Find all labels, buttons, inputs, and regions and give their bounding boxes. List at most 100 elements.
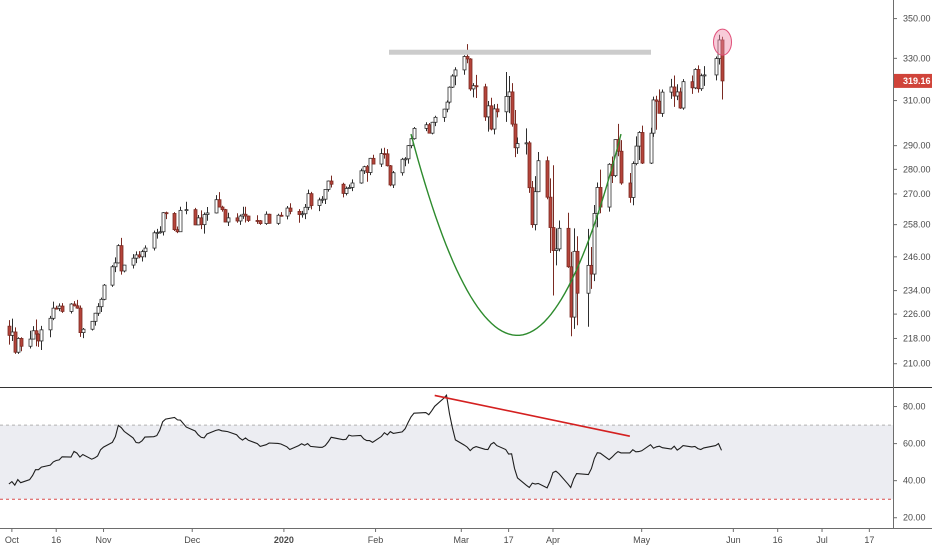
candle[interactable]	[533, 176, 538, 231]
candle[interactable]	[442, 108, 447, 122]
rsi-line[interactable]	[8, 393, 723, 489]
candle[interactable]	[110, 265, 115, 287]
candle[interactable]	[672, 75, 677, 107]
candle[interactable]	[161, 212, 166, 236]
candle[interactable]	[504, 71, 509, 122]
time-axis[interactable]: Oct 16 Nov Dec 2020 Feb Mar 17 Apr May Jun 16 Jul 17	[5, 528, 874, 545]
candle[interactable]	[7, 320, 12, 345]
candle[interactable]	[566, 212, 571, 268]
candle[interactable]	[640, 125, 645, 165]
candle[interactable]	[649, 127, 654, 165]
candle[interactable]	[714, 56, 719, 81]
candle[interactable]	[447, 86, 452, 104]
candle[interactable]	[720, 36, 725, 100]
candle[interactable]	[122, 264, 127, 273]
candle[interactable]	[226, 212, 231, 226]
candle[interactable]	[158, 226, 163, 234]
candle[interactable]	[551, 165, 556, 296]
candle[interactable]	[72, 301, 77, 307]
candle[interactable]	[164, 211, 169, 220]
candle[interactable]	[515, 137, 520, 154]
candle[interactable]	[96, 303, 101, 316]
candle[interactable]	[548, 178, 553, 253]
candle[interactable]	[513, 110, 518, 158]
candle[interactable]	[31, 326, 36, 340]
candle[interactable]	[323, 189, 328, 205]
candle[interactable]	[288, 203, 293, 215]
candle[interactable]	[681, 79, 686, 110]
candle[interactable]	[483, 83, 488, 121]
candle[interactable]	[631, 161, 636, 206]
candle[interactable]	[143, 245, 148, 258]
candle[interactable]	[344, 186, 349, 196]
candle[interactable]	[279, 212, 284, 217]
candle[interactable]	[300, 210, 305, 218]
candle[interactable]	[385, 149, 390, 167]
candle[interactable]	[607, 163, 612, 212]
candle[interactable]	[492, 104, 497, 135]
rsi-panel[interactable]	[8, 393, 723, 489]
candle[interactable]	[90, 320, 95, 331]
candle[interactable]	[303, 204, 308, 220]
candle[interactable]	[634, 136, 639, 166]
candle[interactable]	[223, 208, 228, 223]
candle[interactable]	[99, 297, 104, 313]
candle[interactable]	[220, 205, 225, 212]
candle[interactable]	[297, 209, 302, 223]
candle[interactable]	[445, 100, 450, 113]
candle[interactable]	[119, 237, 124, 275]
candle[interactable]	[140, 249, 145, 262]
candle[interactable]	[530, 181, 535, 228]
candle[interactable]	[554, 228, 559, 266]
candle[interactable]	[462, 55, 467, 75]
candle[interactable]	[388, 165, 393, 187]
candle[interactable]	[654, 95, 659, 130]
candle[interactable]	[586, 228, 591, 327]
candle[interactable]	[660, 89, 665, 117]
candle[interactable]	[379, 148, 384, 167]
candle[interactable]	[619, 140, 624, 185]
price-panel[interactable]	[7, 34, 725, 354]
candle[interactable]	[471, 83, 476, 98]
candle[interactable]	[60, 303, 65, 313]
candle[interactable]	[19, 337, 24, 352]
candle[interactable]	[510, 83, 515, 127]
candle[interactable]	[246, 215, 251, 223]
candle[interactable]	[309, 191, 314, 210]
candle[interactable]	[400, 157, 405, 176]
rsi-axis[interactable]: 80.00 60.00 40.00 20.00	[893, 402, 926, 523]
candle[interactable]	[347, 184, 352, 189]
candle[interactable]	[693, 68, 698, 90]
candle[interactable]	[403, 157, 408, 167]
candle[interactable]	[359, 168, 364, 184]
candle[interactable]	[202, 212, 207, 234]
candle[interactable]	[433, 115, 438, 127]
candle[interactable]	[276, 213, 281, 225]
candle[interactable]	[474, 74, 479, 98]
candle[interactable]	[285, 206, 290, 220]
candle[interactable]	[116, 244, 121, 264]
candle[interactable]	[329, 175, 334, 188]
candle[interactable]	[131, 254, 136, 269]
candle[interactable]	[16, 337, 21, 354]
candle[interactable]	[152, 230, 157, 251]
candle[interactable]	[243, 206, 248, 223]
candle[interactable]	[453, 67, 458, 86]
candle[interactable]	[317, 197, 322, 212]
candle[interactable]	[75, 299, 80, 309]
candle[interactable]	[368, 157, 373, 176]
candle[interactable]	[696, 65, 701, 93]
candle[interactable]	[557, 220, 562, 252]
candle[interactable]	[545, 156, 550, 200]
candle[interactable]	[450, 74, 455, 89]
candle[interactable]	[326, 180, 331, 192]
candle[interactable]	[468, 58, 473, 91]
candle[interactable]	[527, 140, 532, 193]
candle[interactable]	[178, 206, 183, 233]
candle[interactable]	[702, 66, 707, 86]
candle[interactable]	[102, 283, 107, 301]
candle[interactable]	[613, 139, 618, 178]
candle[interactable]	[93, 312, 98, 326]
